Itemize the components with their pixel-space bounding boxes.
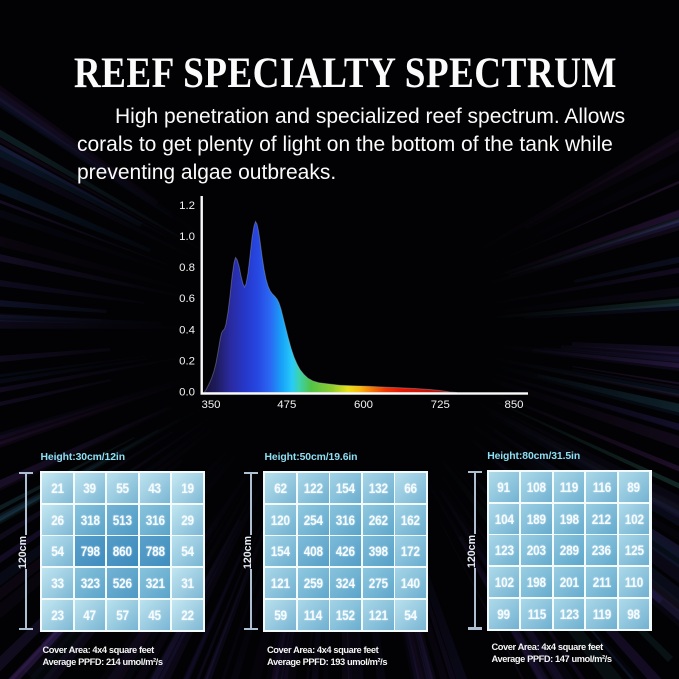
svg-text:1.2: 1.2 bbox=[179, 200, 195, 212]
svg-text:0.8: 0.8 bbox=[179, 262, 195, 274]
svg-text:0.0: 0.0 bbox=[179, 387, 195, 399]
svg-text:1.0: 1.0 bbox=[179, 231, 195, 243]
svg-text:0.4: 0.4 bbox=[179, 325, 195, 337]
svg-text:0.2: 0.2 bbox=[179, 356, 195, 368]
svg-text:0.6: 0.6 bbox=[179, 293, 195, 305]
svg-text:850: 850 bbox=[504, 399, 523, 411]
svg-text:475: 475 bbox=[277, 399, 296, 411]
svg-text:600: 600 bbox=[354, 399, 373, 411]
svg-text:725: 725 bbox=[431, 399, 450, 411]
svg-text:350: 350 bbox=[201, 399, 220, 411]
